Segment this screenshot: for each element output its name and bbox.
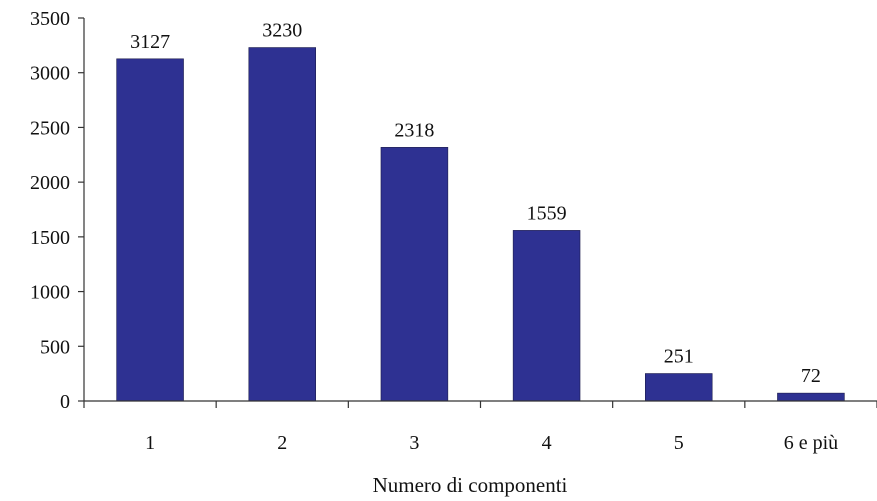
category-label: 5 [674, 432, 684, 454]
data-label: 2318 [394, 119, 434, 141]
data-label: 3230 [262, 20, 302, 42]
plot-area: 3127 3230 2318 1559 251 72 [116, 20, 845, 402]
y-tick-label: 500 [40, 336, 70, 358]
data-label: 251 [664, 346, 694, 368]
bar [512, 230, 581, 402]
x-axis-title: Numero di componenti [373, 473, 568, 497]
y-tick-label: 3500 [30, 8, 70, 30]
y-tick-label: 2000 [30, 172, 70, 194]
x-axis: 1 2 3 4 5 6 e più [83, 400, 877, 454]
y-tick-label: 2500 [30, 117, 70, 139]
y-tick-label: 3000 [30, 63, 70, 85]
data-label: 72 [801, 365, 821, 387]
bar [248, 47, 316, 402]
bar [777, 392, 845, 402]
data-label: 3127 [130, 31, 170, 53]
y-tick-label: 0 [60, 391, 70, 413]
category-label: 3 [409, 432, 419, 454]
y-tick-label: 1500 [30, 227, 70, 249]
y-tick-label: 1000 [30, 282, 70, 304]
category-label: 6 e più [784, 432, 838, 454]
category-label: 4 [542, 432, 552, 454]
bar [645, 373, 713, 402]
bar [116, 58, 184, 402]
data-label: 1559 [527, 202, 567, 224]
y-axis: 0 500 1000 1500 2000 2500 3000 3500 [30, 8, 85, 413]
category-label: 2 [277, 432, 287, 454]
category-label: 1 [145, 432, 155, 454]
bar [380, 147, 449, 402]
